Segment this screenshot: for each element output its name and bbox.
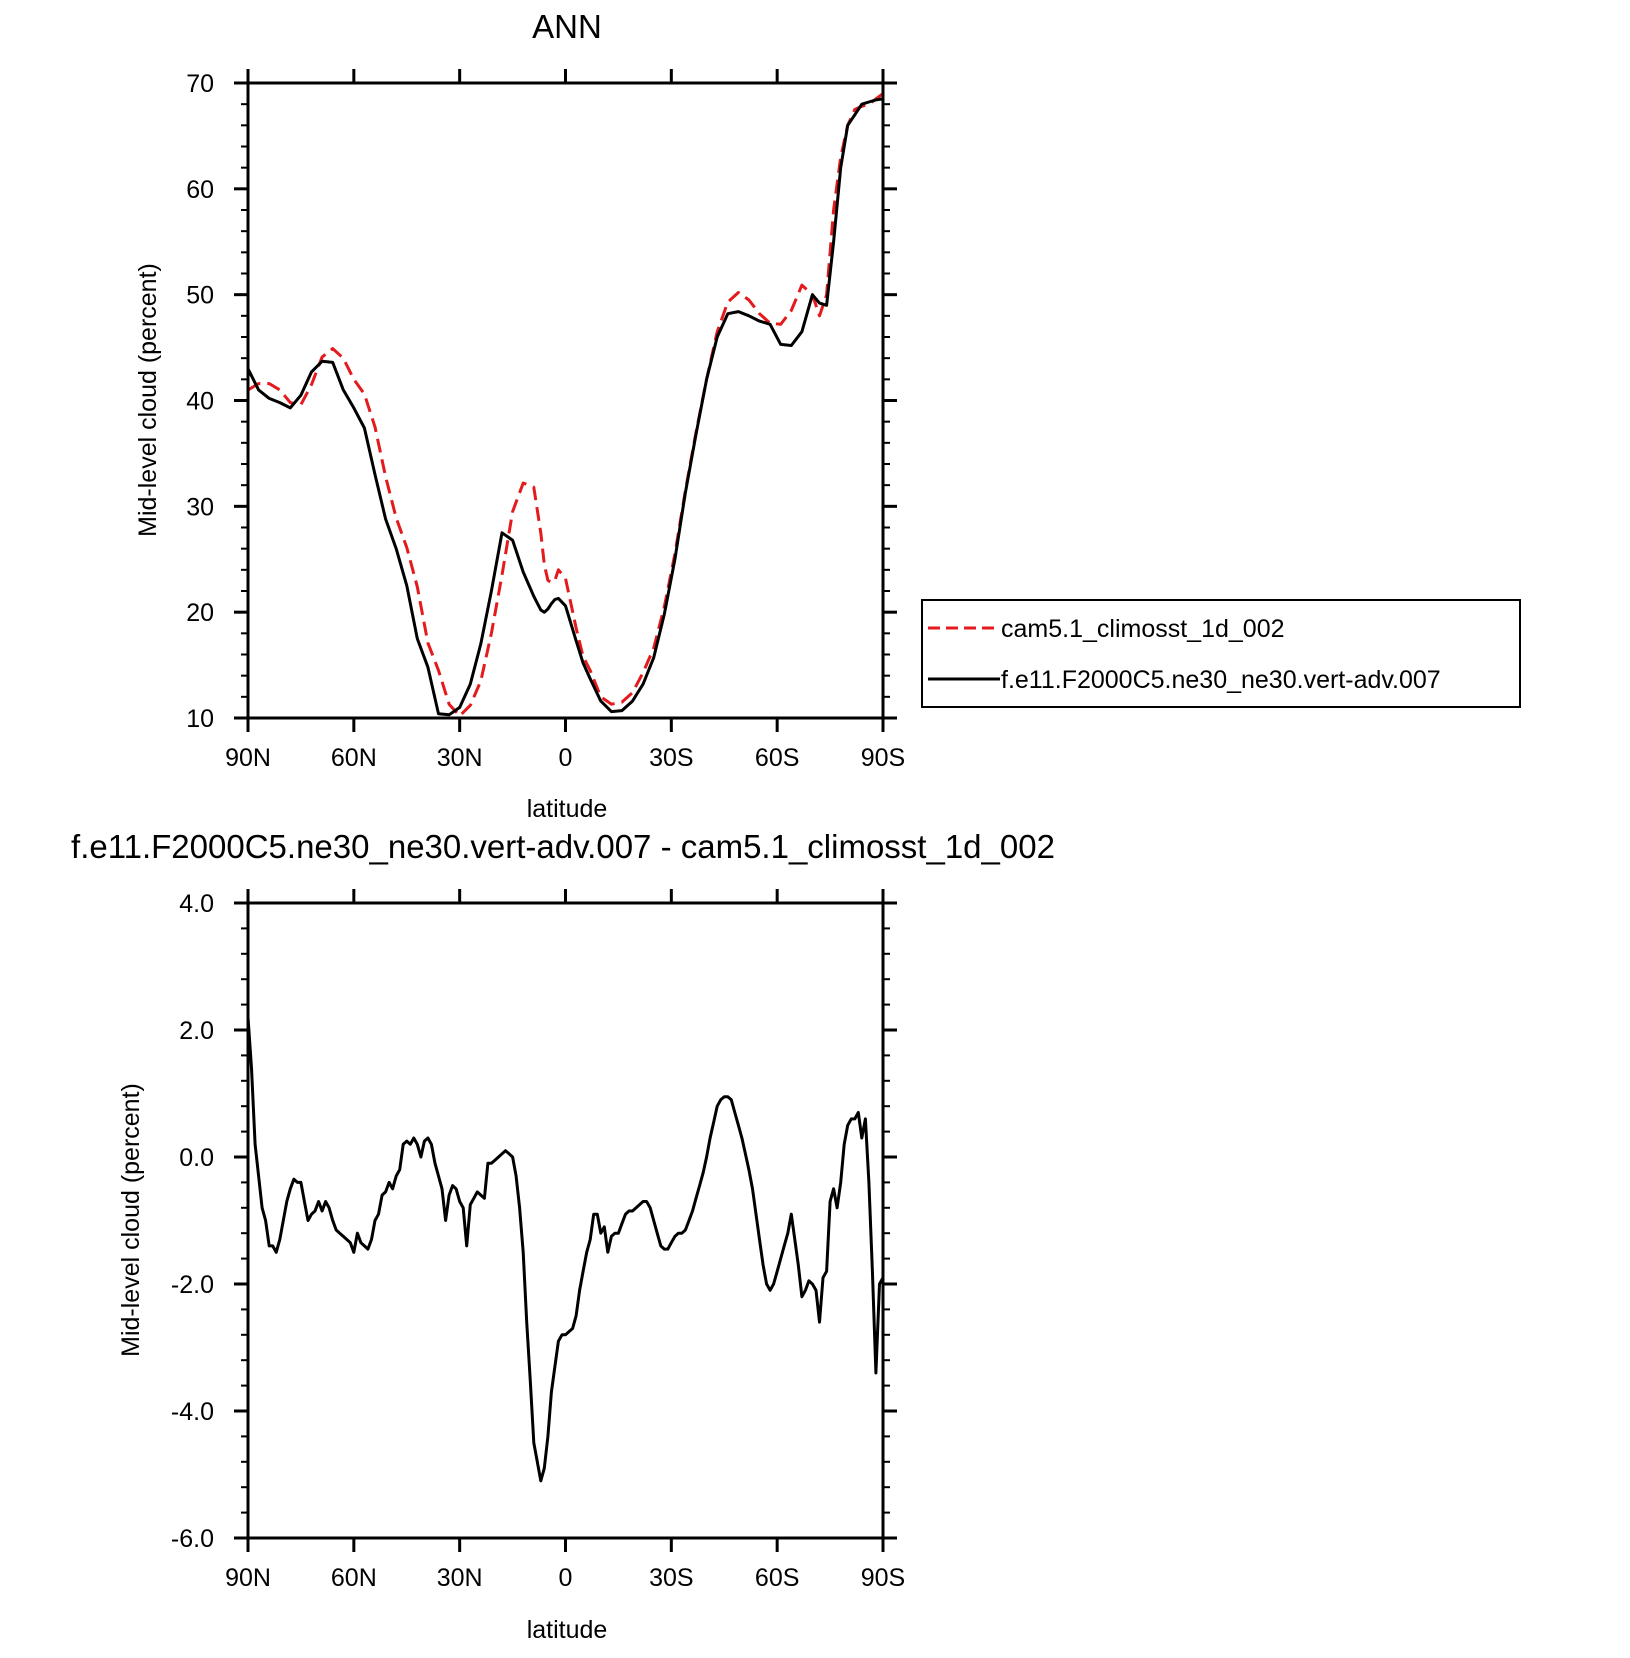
top-y-tick-label: 70 xyxy=(186,70,214,98)
bottom-x-tick-label: 30N xyxy=(437,1564,483,1592)
legend-label-cam5: cam5.1_climosst_1d_002 xyxy=(1001,615,1285,643)
bottom-tick-layer: 90N 60N 30N 0 30S 60S 90S 4.0 2.0 0.0 -2.0 -4.0 -6.0 xyxy=(171,889,905,1592)
bottom-x-tick-label: 90N xyxy=(225,1564,271,1592)
bottom-y-tick-label: 4.0 xyxy=(179,890,214,918)
bottom-x-axis-title: latitude xyxy=(527,1616,608,1644)
top-y-tick-label: 20 xyxy=(186,599,214,627)
bottom-x-tick-label: 0 xyxy=(559,1564,573,1592)
top-y-tick-label: 30 xyxy=(186,493,214,521)
top-tick-layer: 90N 60N 30N 0 30S 60S 90S 10 20 30 40 50 60 70 xyxy=(186,69,905,772)
top-y-tick-label: 10 xyxy=(186,705,214,733)
top-y-tick-label: 60 xyxy=(186,176,214,204)
bottom-x-tick-label: 90S xyxy=(861,1564,905,1592)
bottom-series-layer xyxy=(246,1017,885,1483)
top-x-tick-label: 30N xyxy=(437,744,483,772)
bottom-x-tick-label: 30S xyxy=(649,1564,693,1592)
bottom-x-tick-label: 60N xyxy=(331,1564,377,1592)
bottom-y-tick-label: -2.0 xyxy=(171,1271,214,1299)
bottom-y-tick-label: 0.0 xyxy=(179,1144,214,1172)
bottom-y-axis-title: Mid-level cloud (percent) xyxy=(117,1083,145,1357)
top-x-tick-label: 60S xyxy=(755,744,799,772)
legend-box xyxy=(921,599,1521,708)
top-line-chart: ANN 90N 60N 30N 0 30S 60S 90S 10 20 30 40 50 60 70 la… xyxy=(134,8,905,823)
bottom-y-tick-label: 2.0 xyxy=(179,1017,214,1045)
bottom-series-line-1 xyxy=(246,1017,885,1483)
bottom-x-tick-label: 60S xyxy=(755,1564,799,1592)
bottom-y-tick-label: -4.0 xyxy=(171,1398,214,1426)
bottom-y-tick-label: -6.0 xyxy=(171,1525,214,1553)
top-plot-frame xyxy=(246,81,885,720)
bottom-plot-frame xyxy=(246,901,885,1540)
top-series-layer xyxy=(246,92,884,718)
top-x-tick-label: 30S xyxy=(649,744,693,772)
legend-label-fe11: f.e11.F2000C5.ne30_ne30.vert-adv.007 xyxy=(1001,666,1441,694)
top-x-tick-label: 90N xyxy=(225,744,271,772)
legend: cam5.1_climosst_1d_002 f.e11.F2000C5.ne3… xyxy=(921,599,1521,708)
top-x-tick-label: 0 xyxy=(559,744,573,772)
top-series-line-2 xyxy=(246,97,884,717)
top-x-tick-label: 60N xyxy=(331,744,377,772)
top-y-axis-title: Mid-level cloud (percent) xyxy=(134,263,162,537)
top-y-tick-label: 50 xyxy=(186,282,214,310)
top-y-tick-label: 40 xyxy=(186,388,214,416)
top-x-tick-label: 90S xyxy=(861,744,905,772)
top-series-line-1 xyxy=(247,92,884,718)
bottom-chart-title: f.e11.F2000C5.ne30_ne30.vert-adv.007 - c… xyxy=(71,828,1055,865)
bottom-difference-chart: f.e11.F2000C5.ne30_ne30.vert-adv.007 - c… xyxy=(71,828,1055,1644)
top-x-axis-title: latitude xyxy=(527,795,608,823)
top-chart-title: ANN xyxy=(532,8,602,45)
